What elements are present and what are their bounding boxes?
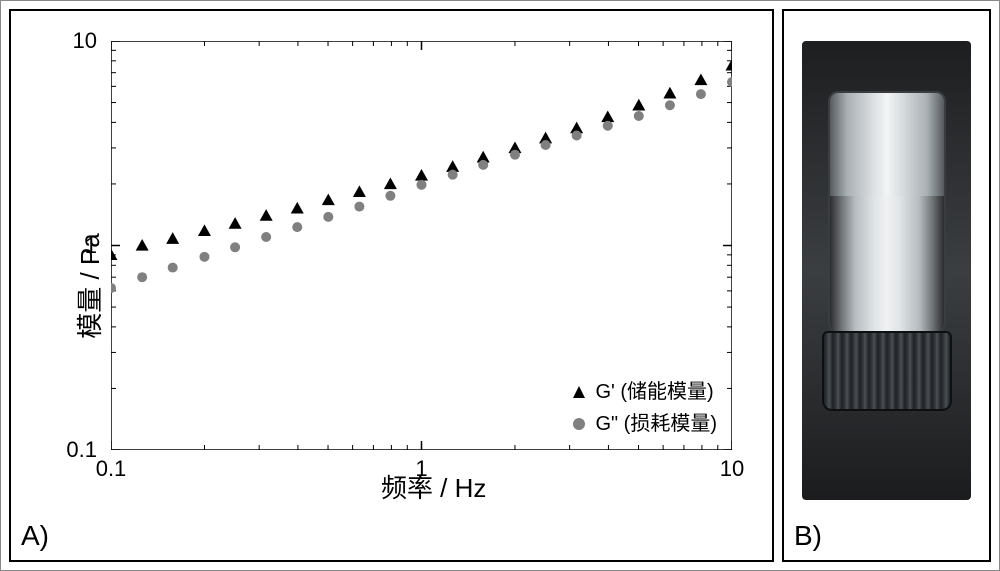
- x-axis-label: 频率 / Hz: [381, 468, 486, 505]
- legend-entry-gprime: G' (储能模量): [571, 376, 717, 408]
- legend: G' (储能模量) G" (损耗模量): [571, 376, 717, 440]
- panel-b: B): [782, 9, 991, 562]
- legend-label: G" (损耗模量): [595, 408, 717, 440]
- triangle-icon: [571, 384, 587, 400]
- x-tick-label: 0.1: [96, 456, 127, 482]
- x-tick-label: 10: [720, 456, 744, 482]
- y-tick-label: 10: [73, 28, 97, 54]
- vial-body: [828, 91, 946, 341]
- panel-a: 模量 / Pa 0.11100.1110 频率 / Hz G' (储能模量) G…: [9, 9, 774, 562]
- vial-cap: [822, 331, 952, 411]
- y-tick-label: 0.1: [66, 437, 97, 463]
- panel-label-b: B): [794, 520, 822, 552]
- circle-icon: [571, 416, 587, 432]
- figure-container: 模量 / Pa 0.11100.1110 频率 / Hz G' (储能模量) G…: [0, 0, 1000, 571]
- legend-label: G' (储能模量): [595, 376, 713, 408]
- photo-background: [802, 41, 971, 500]
- panel-label-a: A): [21, 520, 49, 552]
- y-tick-label: 1: [85, 233, 97, 259]
- legend-entry-gdoubleprime: G" (损耗模量): [571, 408, 717, 440]
- vial-fill: [830, 93, 944, 196]
- vial-photo: [822, 91, 952, 411]
